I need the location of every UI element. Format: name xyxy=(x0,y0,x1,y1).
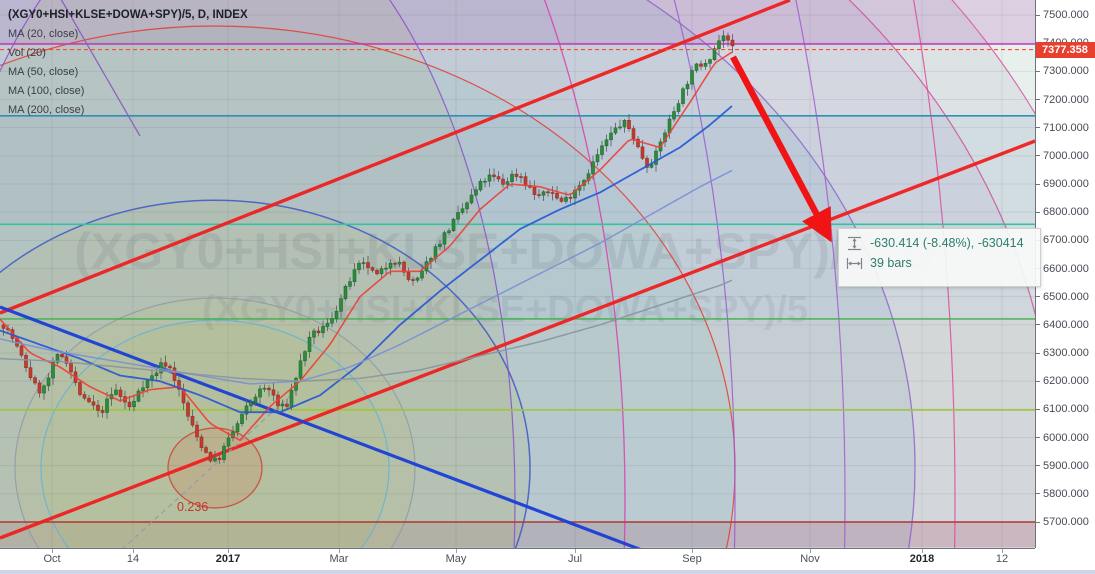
measure-bars-row: 39 bars xyxy=(846,253,1032,273)
price-axis-label: 7500.000 xyxy=(1036,9,1095,21)
time-axis-tick xyxy=(228,549,229,553)
moving-average-lines xyxy=(0,51,733,442)
time-axis-label: 12 xyxy=(995,553,1009,565)
last-price-label: 7377.358 xyxy=(1036,41,1095,58)
time-axis-label: Oct xyxy=(43,553,61,565)
violet-segment xyxy=(60,0,141,137)
chart-plot-area[interactable]: (XGY0+HSI+KLSE+DOWA+SPY)/5, D (XGY0+HSI+K… xyxy=(0,0,1041,548)
time-axis-tick xyxy=(456,549,457,553)
bar-count-icon xyxy=(846,257,863,269)
price-axis[interactable]: 7377.358 7500.0007400.0007300.0007200.00… xyxy=(1035,0,1095,570)
price-chart-canvas[interactable]: (XGY0+HSI+KLSE+DOWA+SPY)/5, D (XGY0+HSI+K… xyxy=(0,0,1035,548)
time-axis-tick xyxy=(1002,549,1003,553)
window-bottom-edge xyxy=(0,570,1095,574)
time-axis-label: Jul xyxy=(567,553,583,565)
measure-tooltip: -630.414 (-8.48%), -630414 39 bars xyxy=(838,228,1041,287)
time-axis-label: Mar xyxy=(329,553,349,565)
price-axis-label: 7100.000 xyxy=(1036,122,1095,134)
time-axis-tick xyxy=(922,549,923,553)
price-axis-label: 7000.000 xyxy=(1036,150,1095,162)
ma-line-MA20 xyxy=(0,51,733,442)
time-axis-tick xyxy=(692,549,693,553)
price-axis-label: 6500.000 xyxy=(1036,291,1095,303)
time-axis-tick xyxy=(810,549,811,553)
time-axis-label: 2018 xyxy=(909,553,935,565)
blue-trend xyxy=(0,305,641,548)
price-axis-label: 7200.000 xyxy=(1036,94,1095,106)
chart-watermark: (XGY0+HSI+KLSE+DOWA+SPY)/5, D (XGY0+HSI+K… xyxy=(74,223,935,331)
time-axis-label: Nov xyxy=(800,553,820,565)
channel-upper xyxy=(0,0,791,315)
time-axis-label: 2017 xyxy=(215,553,241,565)
ma-line-MA50 xyxy=(0,105,733,414)
trend-line-drawings[interactable] xyxy=(0,0,1035,548)
price-axis-label: 6000.000 xyxy=(1036,432,1095,444)
time-axis[interactable]: Oct 14 2017 Mar May Jul Sep Nov 2018 12 xyxy=(0,548,1035,571)
price-axis-label: 5800.000 xyxy=(1036,488,1095,500)
trend-arrow-drawing[interactable] xyxy=(730,55,832,243)
time-axis-label: Sep xyxy=(682,553,702,565)
time-axis-tick xyxy=(575,549,576,553)
price-axis-label: 5700.000 xyxy=(1036,516,1095,528)
fib-anchor-dashed-line xyxy=(122,386,301,548)
price-axis-label: 6900.000 xyxy=(1036,178,1095,190)
price-axis-label: 6600.000 xyxy=(1036,263,1095,275)
price-axis-label: 7300.000 xyxy=(1036,65,1095,77)
measure-bars-text: 39 bars xyxy=(870,256,912,270)
svg-text:(XGY0+HSI+KLSE+DOWA+SPY)/5, D: (XGY0+HSI+KLSE+DOWA+SPY)/5, D xyxy=(74,223,935,279)
price-axis-label: 6200.000 xyxy=(1036,375,1095,387)
axis-corner xyxy=(1035,548,1095,570)
price-axis-label: 6300.000 xyxy=(1036,347,1095,359)
price-axis-label: 6800.000 xyxy=(1036,206,1095,218)
ma-line-MA200 xyxy=(0,279,733,382)
fib-circle-arcs[interactable] xyxy=(0,0,1035,548)
measure-price-text: -630.414 (-8.48%), -630414 xyxy=(870,236,1024,250)
measure-price-row: -630.414 (-8.48%), -630414 xyxy=(846,233,1032,253)
horizontal-level-lines[interactable] xyxy=(0,43,1035,523)
price-axis-label: 6400.000 xyxy=(1036,319,1095,331)
price-axis-label: 6700.000 xyxy=(1036,234,1095,246)
time-axis-label: 14 xyxy=(126,553,140,565)
time-axis-label: May xyxy=(445,553,467,565)
time-axis-tick xyxy=(52,549,53,553)
svg-text:(XGY0+HSI+KLSE+DOWA+SPY)/5: (XGY0+HSI+KLSE+DOWA+SPY)/5 xyxy=(202,289,808,331)
price-axis-label: 6100.000 xyxy=(1036,403,1095,415)
ma-line-MA100 xyxy=(0,169,733,385)
price-axis-label: 5900.000 xyxy=(1036,460,1095,472)
price-range-icon xyxy=(848,236,861,250)
time-axis-tick xyxy=(339,549,340,553)
time-axis-tick xyxy=(133,549,134,553)
channel-lower xyxy=(0,139,1035,540)
